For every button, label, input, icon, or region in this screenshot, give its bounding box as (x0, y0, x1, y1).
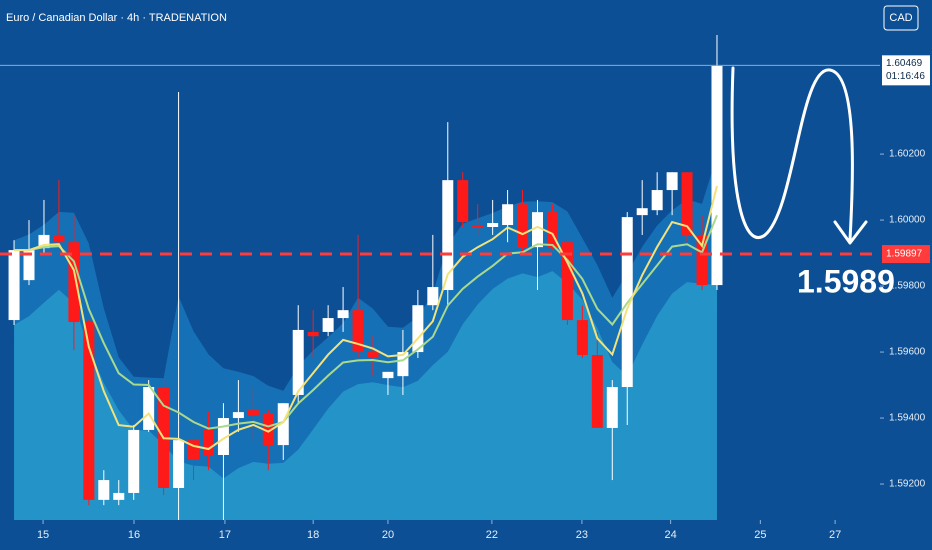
price-label: 1.60469 (886, 58, 923, 69)
ema-slow (14, 214, 718, 430)
candle-body (442, 180, 454, 291)
candle-body (681, 172, 693, 235)
x-tick-label: 23 (576, 529, 588, 541)
candle-body (8, 250, 20, 321)
candle-body (128, 429, 140, 493)
candle-body (532, 212, 544, 248)
y-tick-label: 1.59800 (889, 281, 926, 292)
candle-body (576, 320, 588, 356)
candle-body (457, 180, 469, 223)
candle-body (502, 204, 514, 226)
x-tick-label: 27 (829, 529, 841, 541)
candle-body (666, 172, 678, 191)
candle-body (143, 387, 155, 430)
indicator-area (14, 271, 717, 520)
x-tick-label: 25 (754, 529, 766, 541)
candle-body (427, 287, 439, 306)
currency-box[interactable] (883, 5, 919, 31)
candle-body (53, 234, 65, 243)
candle-body (188, 440, 200, 460)
annotation: 1.5989 (797, 264, 895, 300)
candle-body (68, 242, 80, 323)
candle-body (83, 322, 95, 500)
candle-body (472, 226, 484, 228)
candle-body (173, 440, 185, 488)
candle-body (232, 412, 244, 419)
candle-body (561, 242, 573, 321)
candle-body (412, 305, 424, 353)
y-tick-label: 1.59600 (889, 347, 926, 358)
candle-body (651, 190, 663, 211)
candle-body (696, 234, 708, 286)
candle-body (382, 371, 394, 379)
candle-body (277, 403, 289, 446)
level-label: 1.59897 (886, 249, 923, 260)
x-tick-label: 22 (486, 529, 498, 541)
x-tick-label: 17 (219, 529, 231, 541)
countdown: 01:16:46 (886, 71, 925, 82)
candle-body (352, 310, 364, 353)
candle-body (711, 65, 723, 286)
candle-body (487, 223, 499, 228)
candle-body (397, 352, 409, 377)
candle-body (636, 208, 648, 216)
currency[interactable]: CAD (889, 12, 912, 24)
candle-body (38, 234, 50, 249)
x-tick-label: 15 (37, 529, 49, 541)
candle-body (98, 480, 110, 500)
candle-body (322, 318, 334, 332)
y-tick-label: 1.60000 (889, 215, 926, 226)
candle-body (517, 204, 529, 248)
candle-body (202, 429, 214, 455)
level-label-box (882, 245, 930, 264)
candle-body (606, 387, 618, 428)
candle-body (23, 250, 35, 281)
candle-body (307, 331, 319, 337)
candle-body (247, 410, 259, 416)
candle-body (591, 355, 603, 428)
y-tick-label: 1.60200 (889, 149, 926, 160)
price-label-box (882, 55, 930, 86)
x-tick-label: 16 (128, 529, 140, 541)
x-tick-label: 20 (382, 529, 394, 541)
y-tick-label: 1.59400 (889, 413, 926, 424)
candle-body (262, 413, 274, 446)
x-tick-label: 18 (307, 529, 319, 541)
candle-body (546, 212, 558, 249)
candle-body (292, 329, 304, 395)
candle-body (337, 310, 349, 319)
candle-body (217, 418, 229, 455)
x-tick-label: 24 (664, 529, 676, 541)
ema-fast (14, 185, 718, 451)
candle-body (113, 492, 125, 500)
hand-drawn-arrow (730, 66, 868, 245)
chart-title: Euro / Canadian Dollar · 4h · TRADENATIO… (6, 12, 227, 24)
y-tick-label: 1.59200 (889, 479, 926, 490)
candle-body (367, 352, 379, 358)
